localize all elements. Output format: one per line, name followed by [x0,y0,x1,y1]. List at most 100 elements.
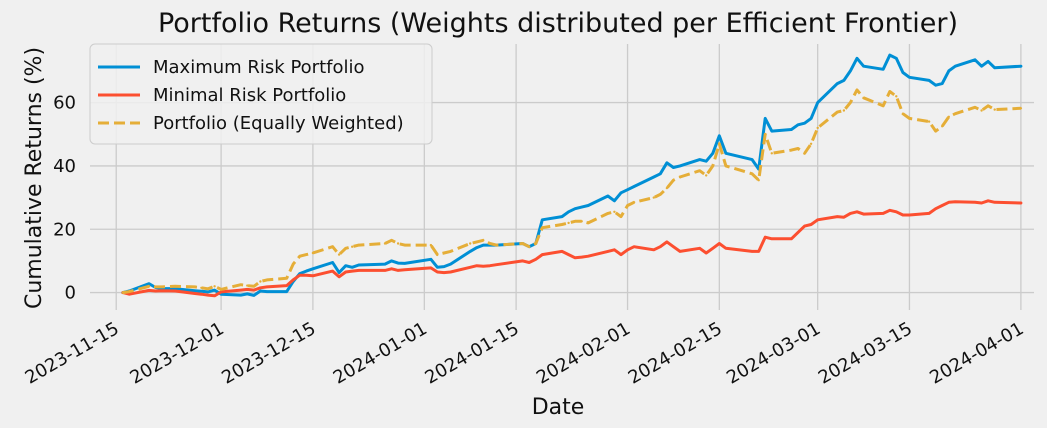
data-point [1019,201,1023,205]
data-point [246,284,249,287]
data-point [252,285,256,288]
data-point [954,200,957,203]
data-point [986,199,990,202]
data-point [580,205,583,209]
data-point [305,269,308,273]
data-point [947,201,950,204]
data-point [357,269,360,272]
data-point [796,123,800,127]
data-point [895,210,898,213]
data-point [311,251,315,255]
data-point [927,79,931,82]
data-point [298,274,301,277]
data-point [285,277,288,280]
data-point [993,108,996,111]
data-point [390,259,393,263]
series-portfolio-equally-weighted [121,88,1023,295]
data-point [941,204,944,207]
data-point [383,242,387,245]
data-point [174,289,177,293]
data-point [770,152,773,155]
data-point [724,247,728,250]
data-point [193,292,197,295]
data-point [849,69,852,73]
data-point [147,289,151,292]
data-point [488,264,492,267]
data-point [678,164,682,168]
data-point [770,129,773,133]
data-point [711,152,714,155]
data-point [947,115,950,119]
data-point [724,152,728,155]
data-point [403,243,406,247]
data-point [980,201,983,205]
data-point [429,243,433,247]
data-point [337,271,341,274]
data-point [573,220,577,223]
series-line [122,88,1021,295]
data-point [750,250,754,253]
data-point [652,196,655,199]
data-point [652,248,655,251]
y-tick-label: 60 [53,93,76,114]
data-point [862,65,865,68]
data-point [954,112,957,115]
data-point [534,258,537,261]
data-point [626,204,629,207]
data-point [292,262,295,266]
data-point [541,226,544,229]
data-point [790,128,793,131]
data-point [390,267,393,270]
data-point [147,282,151,285]
data-point [265,278,269,282]
data-point [383,262,387,266]
data-point [862,212,865,216]
data-point [678,175,682,179]
data-point [882,68,885,71]
data-point [790,148,793,152]
data-point [724,164,728,168]
data-point [980,109,983,112]
data-point [580,220,583,223]
data-point [836,82,839,85]
data-point [678,250,682,253]
data-point [357,263,360,267]
data-point [174,287,177,290]
data-point [764,236,767,239]
data-point [1019,107,1023,110]
data-point [436,266,439,269]
data-point [796,231,800,234]
data-point [206,290,210,294]
data-point [849,212,852,215]
data-point [396,261,400,265]
series-maximum-risk-portfolio [121,53,1023,297]
data-point [993,201,996,204]
data-point [849,101,852,104]
data-point [927,212,931,215]
data-point [750,172,754,175]
data-point [973,201,977,204]
data-point [803,152,806,155]
data-point [482,243,485,247]
data-point [206,287,210,290]
data-point [796,147,800,150]
data-point [619,191,623,194]
data-point [711,247,714,250]
data-point [390,239,393,242]
data-point [901,112,905,115]
series-minimal-risk-portfolio [121,199,1023,298]
data-point [619,215,623,218]
data-point [632,245,636,248]
y-tick-label: 0 [65,283,76,304]
data-point [541,218,544,221]
data-point [239,293,242,297]
data-point [475,264,478,267]
data-point [954,65,957,68]
data-point [174,285,177,288]
data-point [934,84,937,87]
data-point [213,288,216,292]
data-point [1019,65,1023,68]
data-point [200,286,203,289]
legend-label: Minimal Risk Portfolio [153,85,346,106]
